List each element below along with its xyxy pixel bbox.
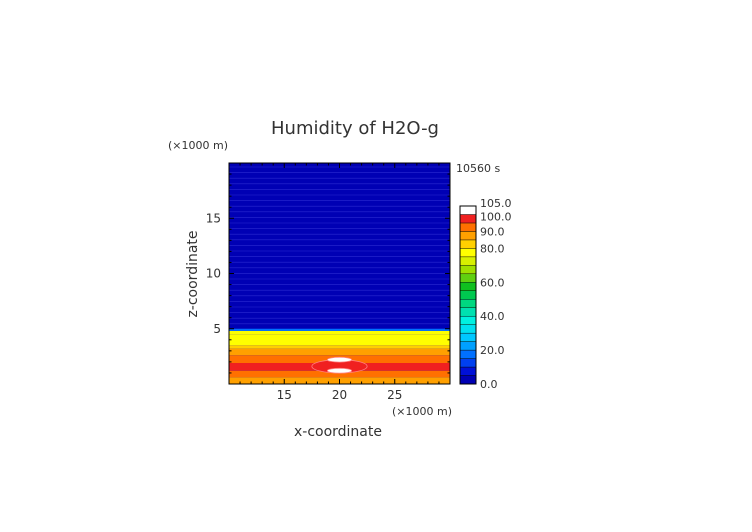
field-band xyxy=(229,370,450,378)
colorbar-swatch xyxy=(459,358,477,368)
colorbar-swatch xyxy=(459,205,477,215)
colorbar-swatch xyxy=(459,299,477,308)
colorbar-swatch xyxy=(459,332,477,342)
field-band xyxy=(229,334,450,346)
time-label: 10560 s xyxy=(456,162,500,175)
colorbar-label: 90.0 xyxy=(480,225,505,238)
colorbar-swatch xyxy=(459,265,477,275)
colorbar-label: 105.0 xyxy=(480,197,512,210)
y-unit-label: (×1000 m) xyxy=(168,139,228,152)
colorbar-label: 80.0 xyxy=(480,242,505,255)
colorbar-label: 100.0 xyxy=(480,210,512,223)
axes: 15 20 25 5 10 15 xyxy=(206,162,451,402)
x-tick-label: 25 xyxy=(387,388,402,402)
field-blob xyxy=(326,356,353,363)
x-axis-label: x-coordinate xyxy=(294,424,382,440)
colorbar-swatch xyxy=(459,375,477,385)
field-band xyxy=(229,328,450,331)
colorbar-swatch xyxy=(459,222,477,232)
colorbar-swatch xyxy=(459,256,477,266)
plot-area xyxy=(228,162,451,385)
colorbar-swatch xyxy=(459,239,477,249)
colorbar-swatch xyxy=(459,282,477,291)
colorbar-swatch xyxy=(459,315,477,325)
chart-title: Humidity of H2O-g xyxy=(271,118,439,139)
x-tick-label: 15 xyxy=(277,388,292,402)
colorbar-swatch xyxy=(459,349,477,359)
colorbar-label: 0.0 xyxy=(480,378,498,391)
colorbar-swatch xyxy=(459,324,477,334)
y-tick-label: 10 xyxy=(206,267,221,281)
field-blob xyxy=(326,367,353,374)
colorbar-label: 20.0 xyxy=(480,344,505,357)
x-unit-label: (×1000 m) xyxy=(392,405,452,418)
colorbar-swatch xyxy=(459,273,477,283)
colorbar-frame xyxy=(459,205,477,385)
x-tick-label: 20 xyxy=(332,388,347,402)
colorbar-label: 60.0 xyxy=(480,276,505,289)
colorbar-swatch xyxy=(459,231,477,241)
colorbar-label: 40.0 xyxy=(480,310,505,323)
colorbar-swatch xyxy=(459,248,477,258)
colorbar-swatch xyxy=(459,307,477,317)
y-axis-label: z-coordinate xyxy=(185,230,201,317)
colorbar-swatch xyxy=(459,366,477,376)
colorbar-swatch xyxy=(459,290,477,300)
field-band xyxy=(229,348,450,356)
colorbar-swatch xyxy=(459,214,477,224)
field-band xyxy=(229,330,450,335)
y-tick-label: 15 xyxy=(206,211,221,225)
colorbar-swatch xyxy=(459,341,477,351)
field-band xyxy=(229,345,450,349)
y-tick-label: 5 xyxy=(213,322,221,336)
